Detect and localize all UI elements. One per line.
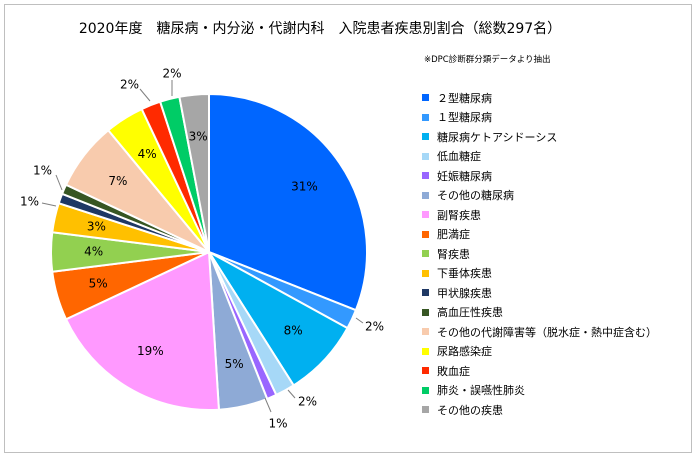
data-label-3: 8% <box>284 324 303 338</box>
leader-line-4 <box>287 389 296 399</box>
leader-line-2 <box>355 317 364 324</box>
legend-swatch-13 <box>422 328 429 336</box>
legend-swatch-7 <box>422 211 429 219</box>
legend-item-4: 低血糖症 <box>422 147 657 167</box>
legend-swatch-16 <box>422 386 429 394</box>
leader-lines <box>41 80 364 413</box>
legend-label-15: 敗血症 <box>437 364 470 378</box>
chart-title: 2020年度 糖尿病・内分泌・代謝内科 入院患者疾患別割合（総数297名） <box>78 21 562 37</box>
legend-label-12: 高血圧性疾患 <box>437 306 503 320</box>
legend-item-9: 腎疾患 <box>422 244 657 264</box>
data-label-7: 19% <box>137 344 164 358</box>
legend-item-3: 糖尿病ケトアシドーシス <box>422 127 657 147</box>
legend-swatch-2 <box>422 113 429 121</box>
leader-line-11 <box>41 202 57 207</box>
data-label-10: 3% <box>87 219 106 233</box>
legend-item-13: その他の代謝障害等（脱水症・熱中症含む） <box>422 322 657 342</box>
data-label-8: 5% <box>89 277 108 291</box>
data-label-9: 4% <box>84 245 103 259</box>
legend-swatch-11 <box>422 289 429 297</box>
legend-label-7: 副腎疾患 <box>437 208 481 222</box>
legend-item-16: 肺炎・誤嚥性肺炎 <box>422 381 657 401</box>
legend-label-6: その他の糖尿病 <box>437 189 514 203</box>
data-label-12: 1% <box>33 164 52 178</box>
data-label-5: 1% <box>268 417 287 431</box>
legend-label-17: その他の疾患 <box>437 403 503 417</box>
data-label-15: 2% <box>120 78 139 92</box>
legend-item-10: 下垂体疾患 <box>422 264 657 284</box>
data-label-4: 2% <box>298 395 317 409</box>
legend-label-11: 甲状腺疾患 <box>437 286 492 300</box>
legend-item-7: 副腎疾患 <box>422 205 657 225</box>
pie-slice-17 <box>178 92 210 253</box>
legend-item-15: 敗血症 <box>422 361 657 381</box>
legend-swatch-1 <box>422 94 429 102</box>
leader-line-15 <box>139 88 151 102</box>
legend-swatch-10 <box>422 269 429 277</box>
data-labels: 31% 2% 8% 2% 1% 5% 19% 5% 4% 3% 1% 1% 7% 4% 2% 2% 3% <box>20 67 384 431</box>
legend-item-5: 妊娠糖尿病 <box>422 166 657 186</box>
pie-slice-7 <box>64 250 220 412</box>
data-label-17: 3% <box>189 130 208 144</box>
legend-label-10: 下垂体疾患 <box>437 267 492 281</box>
chart-note: ※DPC診断群分類データより抽出 <box>424 55 551 65</box>
legend-item-11: 甲状腺疾患 <box>422 283 657 303</box>
leader-line-5 <box>264 397 272 413</box>
pie-slice-1 <box>208 92 368 312</box>
pie-slices <box>50 92 368 412</box>
legend-swatch-4 <box>422 152 429 160</box>
legend-item-1: ２型糖尿病 <box>422 88 657 108</box>
legend-item-14: 尿路感染症 <box>422 342 657 362</box>
legend-label-8: 肥満症 <box>437 228 470 242</box>
legend-item-8: 肥満症 <box>422 225 657 245</box>
legend-item-12: 高血圧性疾患 <box>422 303 657 323</box>
legend-label-3: 糖尿病ケトアシドーシス <box>437 130 558 144</box>
data-label-2: 2% <box>365 320 384 334</box>
legend-swatch-9 <box>422 250 429 258</box>
legend-label-2: １型糖尿病 <box>437 111 492 125</box>
data-label-16: 2% <box>162 67 181 81</box>
legend-swatch-17 <box>422 406 429 414</box>
data-label-6: 5% <box>225 357 244 371</box>
legend-label-4: 低血糖症 <box>437 150 481 164</box>
data-label-1: 31% <box>291 180 318 194</box>
data-label-14: 4% <box>138 147 157 161</box>
legend-swatch-14 <box>422 347 429 355</box>
legend-swatch-3 <box>422 133 429 141</box>
legend-label-13: その他の代謝障害等（脱水症・熱中症含む） <box>437 325 657 339</box>
legend-swatch-5 <box>422 172 429 180</box>
legend-swatch-15 <box>422 367 429 375</box>
legend-label-16: 肺炎・誤嚥性肺炎 <box>437 384 525 398</box>
chart-legend: ２型糖尿病 １型糖尿病糖尿病ケトアシドーシス 低血糖症妊娠糖尿病その他の糖尿病 副腎疾… <box>422 88 657 420</box>
data-label-13: 7% <box>108 174 127 188</box>
data-label-11: 1% <box>20 195 39 209</box>
legend-label-1: ２型糖尿病 <box>437 91 492 105</box>
legend-swatch-6 <box>422 191 429 199</box>
leader-line-12 <box>55 174 63 191</box>
legend-label-9: 腎疾患 <box>437 247 470 261</box>
legend-swatch-8 <box>422 230 429 238</box>
legend-label-5: 妊娠糖尿病 <box>437 169 492 183</box>
legend-item-2: １型糖尿病 <box>422 108 657 128</box>
legend-item-17: その他の疾患 <box>422 400 657 420</box>
legend-label-14: 尿路感染症 <box>437 345 492 359</box>
legend-item-6: その他の糖尿病 <box>422 186 657 206</box>
legend-swatch-12 <box>422 308 429 316</box>
